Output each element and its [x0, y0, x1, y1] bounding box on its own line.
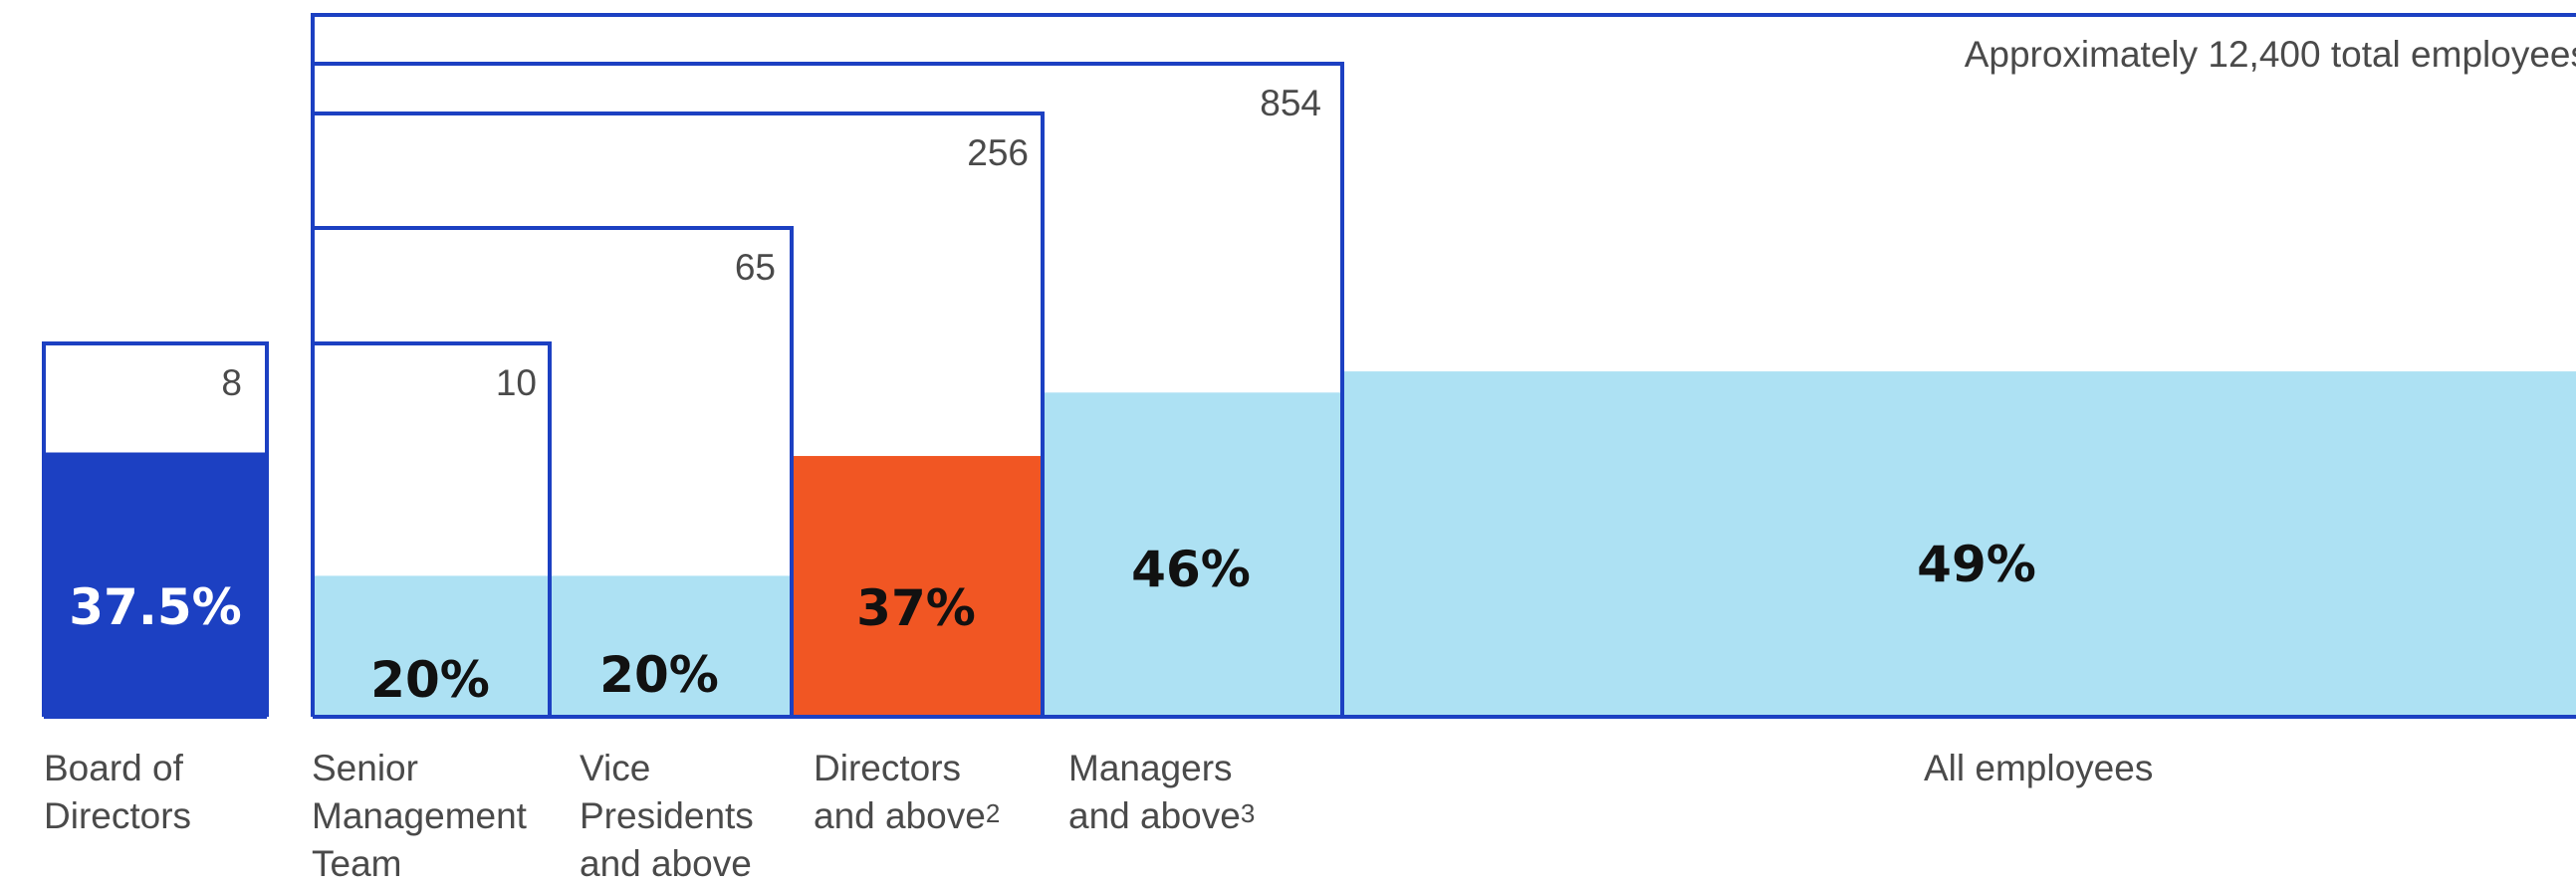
headcount-label: 8	[221, 362, 242, 403]
category-label-directors: Directors and above2	[814, 745, 1000, 840]
headcount-label: 10	[496, 362, 537, 403]
value-bar	[44, 452, 267, 717]
value-label: 20%	[599, 646, 719, 704]
category-label-line: Team	[312, 843, 402, 884]
category-label-senior-management: Senior Management Team	[312, 745, 527, 888]
headcount-label: Approximately 12,400 total employees	[1965, 34, 2576, 75]
category-label-line: Presidents	[580, 795, 754, 836]
value-label: 20%	[370, 651, 490, 709]
category-label-text: and above	[814, 795, 986, 836]
headcount-label: 256	[967, 132, 1029, 173]
value-label: 37%	[856, 579, 976, 637]
category-label-line: and above	[580, 843, 752, 884]
value-label: 37.5%	[69, 578, 241, 636]
headcount-frame	[311, 13, 2576, 717]
category-label-line: and above3	[1068, 792, 1255, 840]
value-label: 46%	[1131, 541, 1251, 598]
category-label-line: Management	[312, 795, 527, 836]
value-bar	[792, 456, 1043, 717]
category-label-line: Directors	[814, 748, 962, 788]
value-bar	[550, 575, 792, 717]
footnote-mark: 2	[985, 798, 1001, 828]
footnote-mark: 3	[1240, 798, 1256, 828]
category-label-all-employees: All employees	[1924, 745, 2153, 792]
category-label-managers: Managers and above3	[1068, 745, 1255, 840]
value-label: 49%	[1917, 536, 2036, 593]
value-bar	[313, 575, 550, 717]
headcount-label: 854	[1260, 83, 1321, 123]
category-label-board: Board of Directors	[44, 745, 191, 840]
category-label-vice-presidents: Vice Presidents and above	[580, 745, 754, 888]
value-bar	[1043, 392, 1342, 717]
category-label-line: Directors	[44, 795, 192, 836]
category-label-line: All employees	[1924, 748, 2154, 788]
value-bar	[1342, 371, 2576, 717]
headcount-frame	[42, 341, 269, 717]
headcount-label: 65	[735, 247, 776, 288]
category-label-text: and above	[1068, 795, 1241, 836]
category-label-line: Board of	[44, 748, 183, 788]
category-label-line: Senior	[312, 748, 418, 788]
category-label-line: Managers	[1068, 748, 1233, 788]
category-label-line: Vice	[580, 748, 651, 788]
category-label-line: and above2	[814, 792, 1000, 840]
